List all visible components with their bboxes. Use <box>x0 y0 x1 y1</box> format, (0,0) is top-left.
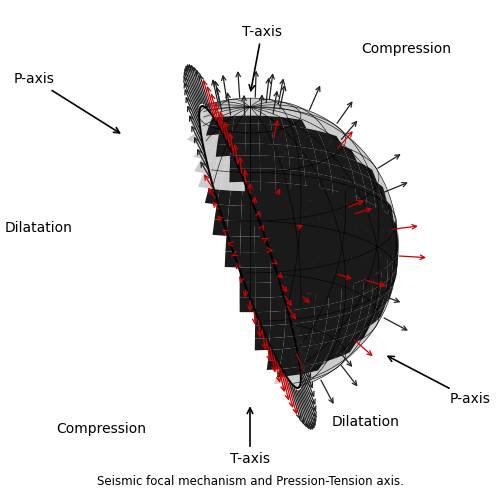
Text: T-axis: T-axis <box>230 408 270 466</box>
Text: P-axis: P-axis <box>388 356 490 406</box>
Text: P-axis: P-axis <box>14 72 120 133</box>
Text: Compression: Compression <box>362 42 452 56</box>
Text: Compression: Compression <box>56 422 146 436</box>
Text: Seismic focal mechanism and Pression-Tension axis.: Seismic focal mechanism and Pression-Ten… <box>96 475 404 488</box>
Text: Dilatation: Dilatation <box>332 414 400 429</box>
Text: Dilatation: Dilatation <box>4 221 72 235</box>
Text: T-axis: T-axis <box>242 25 282 90</box>
